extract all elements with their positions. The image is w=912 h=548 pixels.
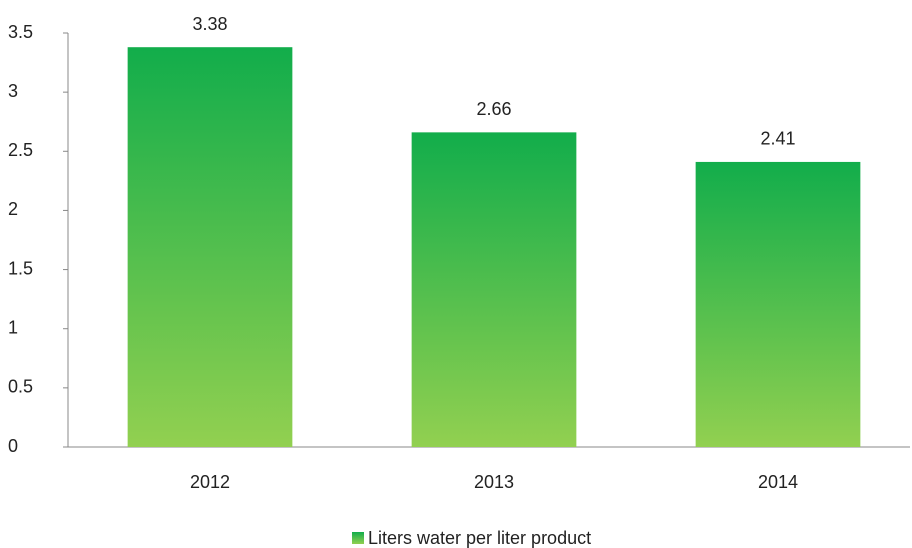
x-tick-label: 2013 [474, 472, 514, 492]
y-tick-label: 2.5 [8, 140, 33, 160]
data-label: 3.38 [192, 14, 227, 34]
y-tick-label: 3.5 [8, 22, 33, 42]
bar [411, 132, 577, 448]
x-tick-label: 2014 [758, 472, 798, 492]
legend-label: Liters water per liter product [368, 528, 591, 548]
y-tick-label: 3 [8, 81, 18, 101]
bar [695, 161, 861, 447]
x-tick-label: 2012 [190, 472, 230, 492]
data-label: 2.66 [476, 99, 511, 119]
y-tick-label: 0 [8, 436, 18, 456]
data-label: 2.41 [760, 129, 795, 149]
legend-swatch [352, 532, 364, 544]
bar [127, 47, 293, 448]
y-tick-label: 1.5 [8, 258, 33, 278]
y-tick-label: 1 [8, 317, 18, 337]
y-tick-label: 2 [8, 199, 18, 219]
y-tick-label: 0.5 [8, 377, 33, 397]
